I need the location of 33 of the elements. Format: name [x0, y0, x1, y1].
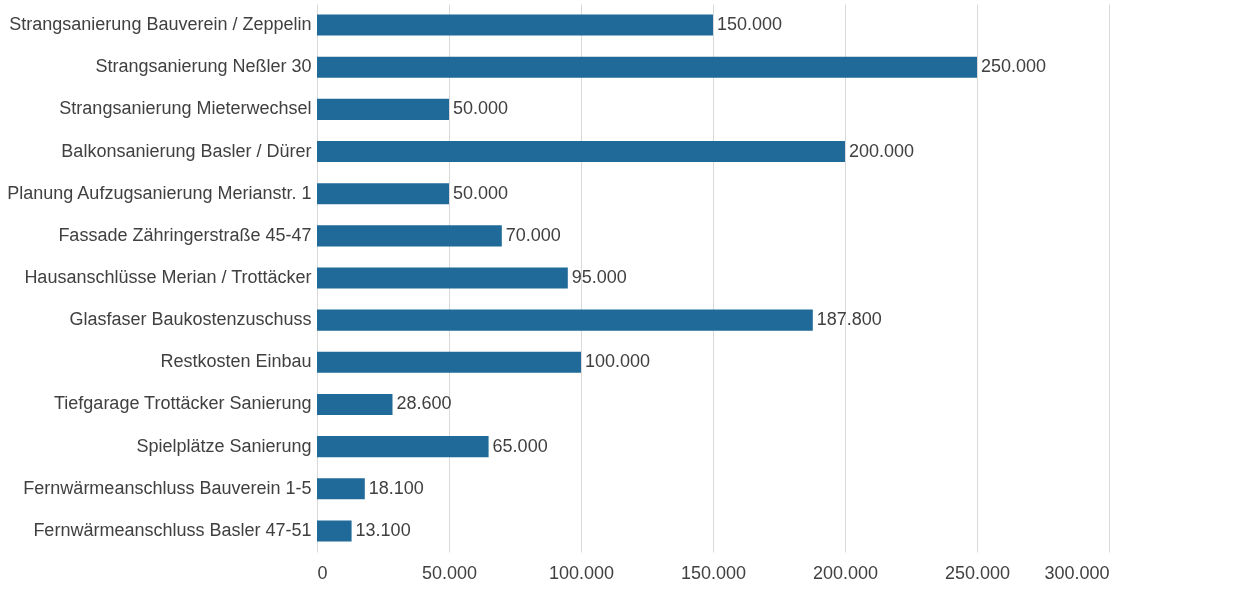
- y-tick-label: Planung Aufzugsanierung Merianstr. 1: [7, 182, 312, 203]
- data-label: 250.000: [981, 56, 1047, 77]
- y-tick-label: Tiefgarage Trottäcker Sanierung: [54, 393, 312, 414]
- data-label: 13.100: [355, 519, 411, 540]
- data-label: 65.000: [492, 435, 548, 456]
- y-tick-label: Glasfaser Baukostenzuschuss: [69, 309, 312, 330]
- y-tick-label: Hausanschlüsse Merian / Trottäcker: [24, 267, 312, 287]
- y-tick-label: Fassade Zähringerstraße 45-47: [58, 224, 312, 245]
- data-label: 70.000: [505, 224, 561, 245]
- x-tick-label: 300.000: [1044, 562, 1110, 583]
- data-label: 18.100: [368, 477, 424, 498]
- data-label: 187.800: [816, 309, 882, 330]
- data-label: 100.000: [585, 351, 651, 372]
- data-label: 50.000: [453, 182, 509, 203]
- y-tick-label: Spielplätze Sanierung: [136, 435, 312, 456]
- data-label: 95.000: [571, 267, 627, 287]
- data-label: 28.600: [396, 393, 452, 414]
- data-label: 200.000: [849, 140, 915, 161]
- y-tick-label: Strangsanierung Neßler 30: [95, 56, 312, 77]
- y-tick-label: Fernwärmeanschluss Basler 47-51: [33, 519, 312, 540]
- x-tick-label: 100.000: [548, 562, 615, 583]
- x-tick-label: 50.000: [421, 562, 478, 583]
- y-tick-label: Strangsanierung Bauverein / Zeppelin: [9, 14, 312, 35]
- x-tick-label: 0: [317, 562, 328, 583]
- y-tick-label: Fernwärmeanschluss Bauverein 1-5: [23, 477, 312, 498]
- x-tick-label: 200.000: [812, 562, 879, 583]
- data-label: 50.000: [453, 98, 509, 119]
- y-tick-label: Restkosten Einbau: [160, 351, 312, 372]
- data-label: 150.000: [717, 14, 783, 35]
- y-tick-label: Strangsanierung Mieterwechsel: [59, 98, 312, 119]
- y-tick-label: Balkonsanierung Basler / Dürer: [61, 140, 312, 161]
- x-tick-label: 150.000: [680, 562, 747, 583]
- x-tick-label: 250.000: [944, 562, 1011, 583]
